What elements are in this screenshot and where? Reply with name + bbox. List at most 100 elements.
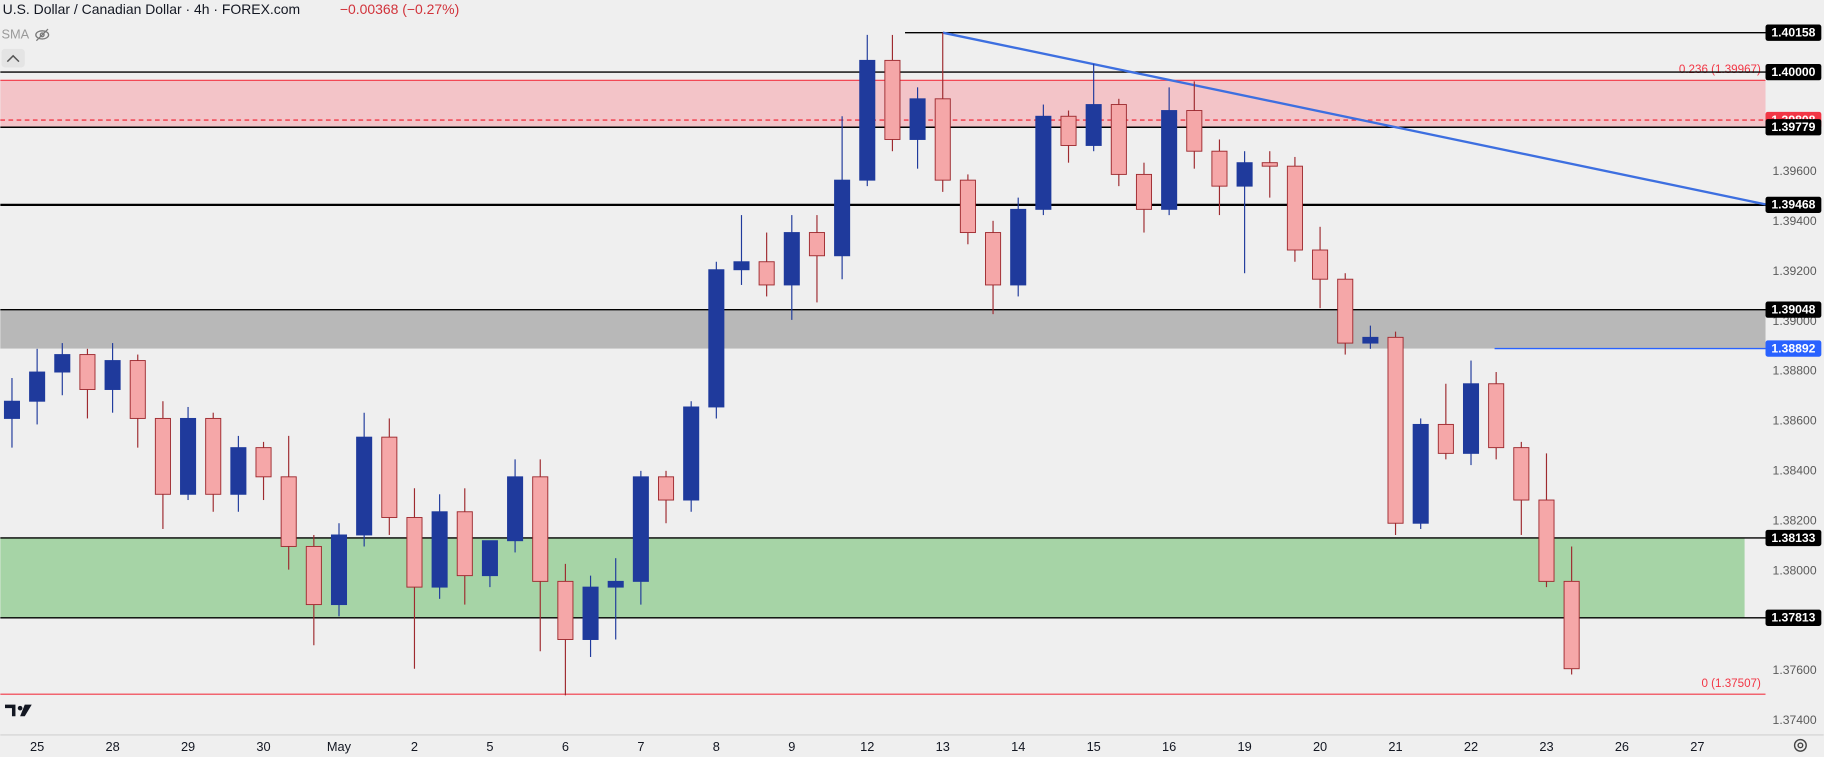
fib-label: 0 (1.37507)	[1701, 677, 1761, 690]
candle-body	[1312, 249, 1329, 280]
chart-title: U.S. Dollar / Canadian Dollar · 4h · FOR…	[3, 1, 300, 17]
candle-body	[1462, 383, 1480, 454]
candle-body	[808, 232, 825, 257]
candle-body	[305, 545, 322, 606]
x-tick-label: 29	[181, 739, 195, 754]
x-tick-label: 5	[486, 739, 493, 754]
candle-body	[1387, 336, 1404, 524]
visibility-icon[interactable]	[35, 28, 50, 42]
candle-body	[657, 476, 675, 501]
x-tick-label: 15	[1087, 739, 1101, 754]
level-label-box	[1765, 529, 1822, 547]
zone	[0, 309, 1766, 349]
candle-body	[54, 354, 71, 373]
level-label: 1.40000	[1771, 65, 1815, 79]
level-label-box	[1765, 340, 1822, 357]
y-tick-label: 1.38600	[1773, 414, 1817, 428]
candle-body	[1337, 278, 1354, 344]
candle-body	[406, 517, 423, 588]
candle-body	[557, 580, 574, 640]
y-tick-label: 1.38800	[1773, 364, 1817, 378]
candle-body	[280, 476, 297, 547]
candle-body	[3, 400, 20, 419]
x-tick-label: 12	[860, 739, 874, 754]
candle-body	[959, 179, 976, 234]
trendline	[942, 31, 1766, 206]
candle-body	[1085, 104, 1102, 146]
x-tick-label: 9	[788, 739, 795, 754]
level-label-box	[1765, 609, 1822, 626]
x-tick-label: 21	[1388, 739, 1402, 754]
candle-body	[783, 232, 800, 286]
candle-body	[909, 98, 926, 140]
candle-body	[1135, 173, 1153, 210]
candle-body	[129, 360, 146, 419]
x-tick-label: 8	[713, 739, 720, 754]
candle-body	[532, 476, 549, 582]
indicator-label: SMA	[2, 26, 30, 41]
x-tick-label: 28	[105, 739, 119, 754]
y-tick-label: 1.38000	[1773, 563, 1817, 577]
level-label: 1.37813	[1771, 611, 1815, 625]
candle-body	[1563, 580, 1580, 670]
candle-body	[683, 406, 700, 501]
candle-body	[1437, 423, 1454, 454]
level-label-box	[1765, 119, 1822, 136]
x-tick-label: 19	[1237, 739, 1251, 754]
candle-body	[255, 447, 272, 478]
price-change: −0.00368 (−0.27%)	[340, 1, 459, 17]
x-tick-label: 23	[1539, 739, 1553, 754]
level-label: 1.40158	[1771, 25, 1815, 39]
candle-body	[632, 476, 649, 582]
x-tick-label: 27	[1690, 739, 1704, 754]
collapse-button[interactable]	[1, 48, 25, 68]
x-tick-label: May	[327, 739, 352, 754]
x-tick-label: 14	[1011, 739, 1025, 754]
candle-body	[154, 417, 171, 495]
y-tick-label: 1.39400	[1773, 214, 1817, 228]
x-tick-label: 25	[30, 739, 44, 754]
level-label: 1.38892	[1771, 341, 1815, 355]
level-label: 1.39048	[1771, 302, 1815, 316]
y-tick-label: 1.39600	[1773, 164, 1817, 178]
logo	[4, 704, 32, 717]
candle-body	[1261, 162, 1278, 167]
candle-body	[456, 511, 473, 577]
candle-body	[582, 586, 599, 640]
candle-body	[1488, 383, 1505, 449]
candle-body	[381, 436, 398, 518]
level-label-box	[1765, 196, 1822, 213]
y-tick-label: 1.39200	[1773, 264, 1817, 278]
candle-body	[985, 232, 1002, 286]
candle-body	[1186, 110, 1203, 152]
candle-body	[29, 371, 46, 402]
candle-body	[330, 534, 348, 606]
candle-body	[1010, 208, 1027, 286]
level-label-box	[1765, 63, 1822, 81]
candle-body	[607, 580, 624, 588]
x-tick-label: 7	[637, 739, 644, 754]
candle-body	[1362, 336, 1379, 344]
level-label: 1.38133	[1771, 531, 1815, 545]
x-tick-label: 2	[411, 739, 418, 754]
candle-body	[1286, 165, 1303, 251]
candle-body	[884, 59, 901, 140]
candle-body	[507, 476, 524, 542]
x-tick-label: 6	[562, 739, 569, 754]
x-tick-label: 16	[1162, 739, 1176, 754]
candle-body	[481, 540, 498, 577]
candle-body	[1412, 423, 1429, 524]
y-tick-label: 1.37400	[1773, 713, 1817, 727]
x-tick-label: 26	[1615, 739, 1629, 754]
candle-body	[708, 269, 725, 408]
candle-body	[1161, 110, 1178, 210]
x-tick-label: 13	[936, 739, 950, 754]
candle-body	[79, 354, 96, 390]
x-tick-label: 30	[256, 739, 270, 754]
settings-icon[interactable]	[1793, 738, 1807, 752]
candle-body	[230, 447, 247, 495]
candle-body	[834, 179, 851, 257]
y-tick-label: 1.37600	[1773, 663, 1817, 677]
